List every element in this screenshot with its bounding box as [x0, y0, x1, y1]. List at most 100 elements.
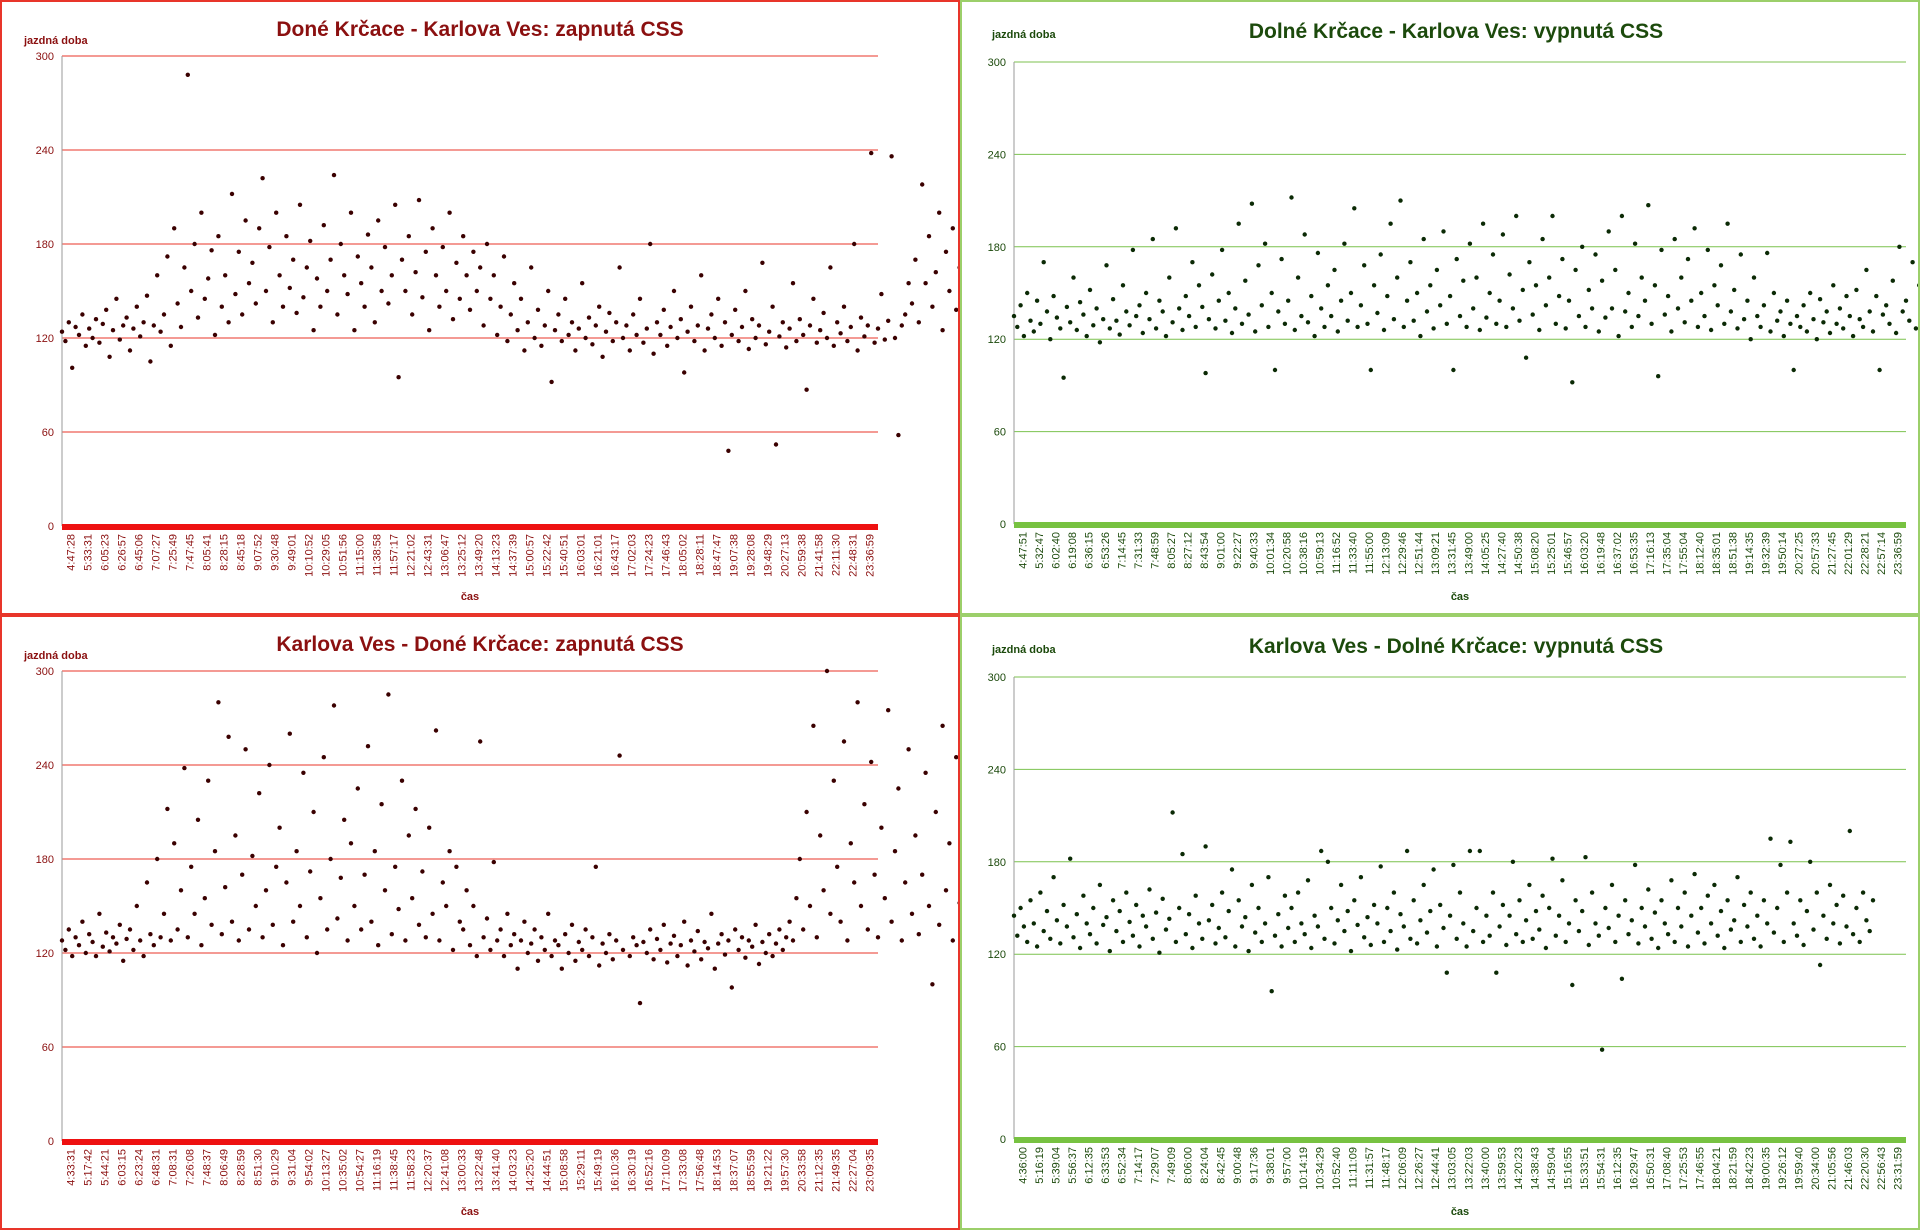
data-point [1451, 862, 1456, 868]
y-tick-label: 60 [994, 1042, 1006, 1054]
data-point [726, 448, 731, 453]
data-point [1107, 326, 1112, 331]
data-point [1586, 942, 1591, 948]
data-point [576, 939, 581, 945]
data-point [852, 241, 857, 247]
data-point [1058, 941, 1063, 946]
data-point [1421, 236, 1426, 242]
data-point [937, 210, 942, 215]
data-point [1510, 306, 1516, 311]
data-point [950, 938, 955, 943]
data-point [240, 872, 245, 877]
data-point [1068, 856, 1073, 861]
data-point [141, 953, 146, 959]
data-point [1464, 944, 1469, 949]
data-point [1388, 928, 1393, 934]
data-point [644, 326, 649, 331]
data-point [583, 927, 588, 932]
data-point [722, 320, 728, 325]
data-point [1127, 323, 1132, 328]
data-point [359, 281, 364, 286]
data-point [1163, 927, 1169, 932]
data-point [600, 941, 605, 946]
y-tick-label: 300 [36, 51, 54, 63]
data-point [1362, 263, 1367, 268]
x-tick-label: 11:48:17 [1381, 1147, 1393, 1189]
x-tick-label: 12:21:02 [406, 534, 418, 577]
data-point [658, 947, 663, 953]
x-tick-label: 19:59:40 [1794, 1147, 1806, 1190]
data-point [1282, 893, 1288, 898]
data-point [733, 307, 738, 312]
data-point [1732, 287, 1737, 293]
data-point [1256, 263, 1261, 268]
data-point [535, 958, 541, 963]
x-tick-label: 9:30:48 [270, 534, 282, 571]
data-point [750, 317, 755, 322]
data-point [892, 335, 898, 341]
data-point [1517, 318, 1522, 323]
data-point [1487, 933, 1492, 938]
data-point [841, 304, 847, 309]
data-point [1395, 275, 1400, 280]
chart-panel-bottom-right: Karlova Ves - Dolné Krčace: vypnutá CSS j… [960, 615, 1920, 1230]
data-point [1765, 921, 1770, 926]
data-point [702, 939, 707, 945]
x-tick-label: 15:40:51 [559, 534, 571, 577]
data-point [335, 916, 340, 921]
data-point [692, 949, 697, 954]
data-point [1044, 309, 1050, 314]
x-tick-label: 20:34:00 [1810, 1147, 1822, 1190]
y-tick-label: 60 [42, 1042, 54, 1054]
data-point [1646, 203, 1651, 208]
data-point [1583, 324, 1588, 330]
data-point [1474, 275, 1479, 280]
data-point [1262, 241, 1268, 246]
data-point [644, 950, 649, 956]
data-point [1712, 882, 1717, 888]
data-point [1646, 887, 1651, 892]
x-tick-label: 8:28:15 [219, 534, 231, 571]
data-point [879, 825, 884, 830]
x-tick-label: 16:10:36 [610, 1149, 622, 1192]
data-point [1134, 313, 1139, 319]
data-point [457, 919, 462, 924]
data-point [637, 1000, 643, 1006]
data-point [1319, 848, 1324, 854]
data-point [297, 202, 303, 207]
data-point [777, 334, 782, 339]
x-tick-label: 12:43:31 [423, 534, 435, 577]
data-point [896, 786, 901, 791]
chart-svg: Dolné Krčace - Karlova Ves: vypnutá CSS j… [988, 20, 1918, 603]
data-point [620, 335, 626, 341]
data-point [828, 265, 833, 270]
x-tick-label: 10:52:40 [1331, 1147, 1343, 1190]
data-point [1659, 247, 1664, 253]
data-point [216, 700, 221, 705]
chart-title: Dolné Krčace - Karlova Ves: vypnutá CSS [1249, 20, 1663, 43]
x-tick-label: 18:28:11 [695, 534, 707, 576]
y-tick-label: 300 [988, 672, 1006, 684]
data-point [1025, 939, 1030, 945]
data-point [1837, 941, 1843, 946]
data-point [1603, 315, 1608, 320]
data-point [1414, 941, 1420, 946]
data-point [882, 896, 887, 901]
data-point [1735, 875, 1740, 880]
data-point [556, 943, 561, 948]
data-point [1857, 317, 1862, 322]
data-point [787, 919, 792, 924]
data-point [1048, 337, 1053, 342]
x-tick-label: 23:36:59 [865, 534, 877, 577]
data-point [872, 340, 877, 345]
data-point [1286, 925, 1291, 931]
chart-panel-bottom-left: Karlova Ves - Doné Krčace: zapnutá CSS ja… [0, 615, 960, 1230]
data-point [219, 304, 224, 309]
data-point [563, 296, 568, 301]
data-point [1434, 267, 1440, 273]
data-point [1817, 962, 1823, 968]
data-point [1890, 278, 1895, 283]
data-point [331, 172, 337, 178]
x-tick-label: 15:25:01 [1546, 532, 1558, 575]
data-point [1689, 298, 1694, 303]
